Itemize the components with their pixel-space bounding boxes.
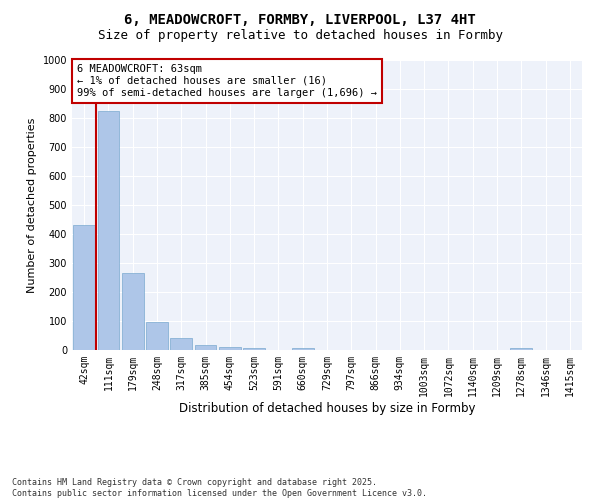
Text: Size of property relative to detached houses in Formby: Size of property relative to detached ho… xyxy=(97,29,503,42)
Text: 6, MEADOWCROFT, FORMBY, LIVERPOOL, L37 4HT: 6, MEADOWCROFT, FORMBY, LIVERPOOL, L37 4… xyxy=(124,12,476,26)
Bar xyxy=(219,346,241,350)
Text: 6 MEADOWCROFT: 63sqm
← 1% of detached houses are smaller (16)
99% of semi-detach: 6 MEADOWCROFT: 63sqm ← 1% of detached ho… xyxy=(77,64,377,98)
Y-axis label: Number of detached properties: Number of detached properties xyxy=(27,118,37,292)
Text: Contains HM Land Registry data © Crown copyright and database right 2025.
Contai: Contains HM Land Registry data © Crown c… xyxy=(12,478,427,498)
Bar xyxy=(122,273,143,350)
Bar xyxy=(146,322,168,350)
X-axis label: Distribution of detached houses by size in Formby: Distribution of detached houses by size … xyxy=(179,402,475,414)
Bar xyxy=(97,111,119,350)
Bar xyxy=(243,348,265,350)
Bar xyxy=(73,226,95,350)
Bar xyxy=(194,345,217,350)
Bar xyxy=(170,338,192,350)
Bar xyxy=(511,348,532,350)
Bar xyxy=(292,348,314,350)
